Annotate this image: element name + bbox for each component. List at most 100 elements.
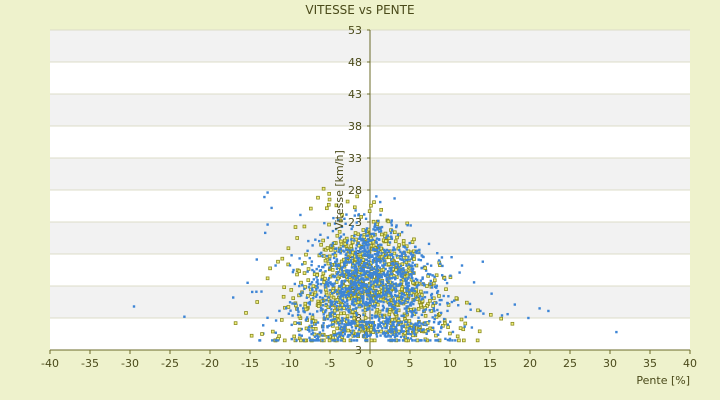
data-point-olive [458,326,463,330]
data-point-blue [405,248,408,251]
data-point-blue [407,281,410,285]
data-point-olive [326,202,331,207]
data-point-blue [333,282,336,285]
data-point-blue [358,298,361,301]
data-point-blue [383,254,387,258]
data-point-blue [412,302,415,306]
data-point-blue [400,330,403,333]
data-point-blue [414,245,417,249]
data-point-blue [340,339,343,342]
data-point-blue [344,253,348,257]
data-point-blue [349,259,353,262]
data-point-blue [343,304,346,307]
data-point-blue [481,260,484,263]
data-point-blue [464,315,467,319]
data-point-olive [316,195,320,200]
data-point-blue [341,271,344,274]
data-point-blue [404,320,407,323]
data-point-olive [395,235,399,240]
data-point-blue [384,283,388,286]
data-point-blue [395,266,398,269]
data-point-blue [379,284,383,287]
data-point-blue [362,238,365,241]
data-point-blue [440,274,444,277]
data-point-blue [317,265,321,268]
data-point-blue [338,324,341,327]
data-point-olive [293,321,297,325]
data-point-blue [417,258,420,261]
data-point-blue [393,302,397,305]
data-point-blue [305,296,309,299]
data-point-blue [355,306,358,310]
data-point-blue [339,289,342,293]
data-point-blue [266,316,269,320]
data-point-blue [341,295,344,298]
data-point-blue [400,314,403,317]
data-point-blue [364,241,367,244]
data-point-blue [320,278,323,281]
data-point-blue [321,334,324,337]
data-point-olive [311,284,316,288]
data-point-blue [428,308,431,312]
data-point-blue [311,331,315,335]
x-tick-label: -10 [281,357,299,370]
data-point-blue [360,277,363,281]
data-point-blue [394,332,398,336]
data-point-blue [387,301,391,305]
data-point-olive [299,280,303,285]
data-point-blue [322,316,326,319]
data-point-blue [339,294,342,298]
data-point-blue [381,326,384,330]
data-point-blue [425,332,428,336]
data-point-blue [446,338,450,342]
data-point-blue [381,316,384,319]
data-point-blue [262,324,265,327]
data-point-blue [372,280,376,283]
data-point-blue [323,286,327,289]
x-tick-label: 40 [683,357,697,370]
data-point-blue [333,222,337,225]
data-point-blue [340,279,344,283]
data-point-olive [448,331,452,336]
data-point-blue [311,268,314,272]
x-tick-label: 10 [443,357,457,370]
data-point-olive [390,318,395,322]
data-point-blue [333,251,337,254]
data-point-blue [390,221,393,224]
data-point-blue [365,302,369,305]
x-tick-label: 0 [367,357,374,370]
data-point-blue [374,229,377,232]
data-point-blue [357,274,361,278]
data-point-olive [393,239,398,244]
data-point-blue [362,301,365,304]
data-point-blue [431,274,434,277]
data-point-blue [412,299,416,303]
data-point-blue [331,229,335,233]
data-point-blue [374,330,377,333]
data-point-blue [385,318,388,322]
data-point-blue [400,326,403,329]
data-point-blue [395,329,398,333]
data-point-blue [437,339,440,342]
data-point-blue [417,329,420,332]
data-point-blue [352,286,356,290]
data-point-blue [385,291,388,294]
data-point-blue [402,324,405,327]
data-point-blue [308,303,312,306]
data-point-blue [408,291,411,294]
data-point-olive [280,256,285,261]
data-point-blue [393,327,396,331]
data-point-blue [366,304,369,307]
data-point-blue [350,266,354,269]
data-point-blue [420,313,424,317]
data-point-blue [365,250,368,254]
data-point-blue [406,323,409,326]
data-point-blue [392,339,395,342]
data-point-blue [367,270,370,273]
data-point-olive [327,197,332,202]
data-point-blue [329,311,333,315]
data-point-blue [380,321,383,324]
data-point-blue [384,267,387,271]
data-point-blue [420,322,423,325]
data-point-blue [246,281,249,284]
